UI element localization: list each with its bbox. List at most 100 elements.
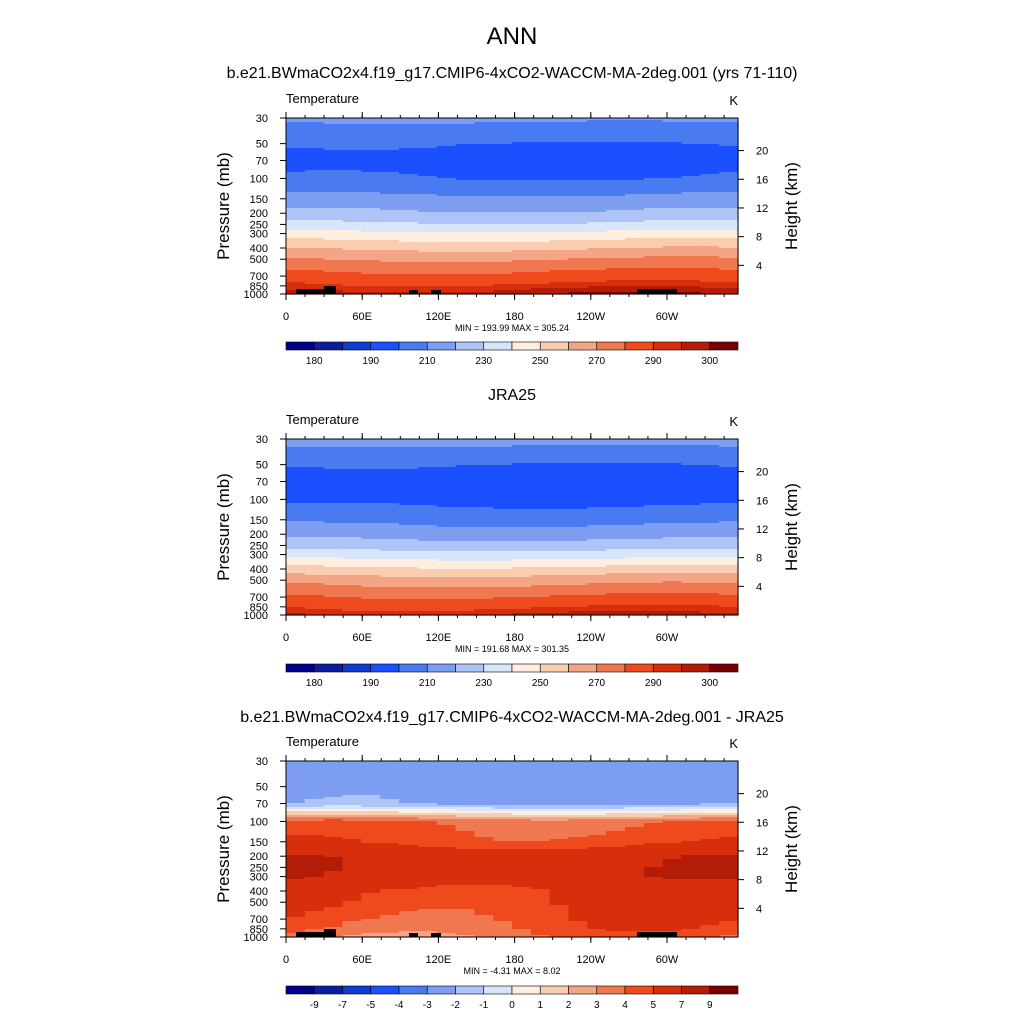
field-cell — [606, 152, 626, 155]
field-cell — [643, 216, 664, 219]
field-cell — [700, 286, 720, 289]
field-cell — [436, 769, 457, 772]
field-cell — [493, 132, 513, 135]
min-max-label: MIN = 193.99 MAX = 305.24 — [455, 323, 569, 333]
field-cell — [474, 453, 494, 456]
y-right-axis-title: Height (km) — [782, 162, 801, 250]
field-cell — [304, 276, 325, 279]
field-cell — [361, 583, 381, 586]
field-cell — [380, 204, 400, 207]
field-cell — [304, 158, 325, 161]
x-tick-label: 60E — [352, 632, 372, 644]
field-cell — [455, 549, 475, 552]
field-cell — [361, 140, 381, 143]
field-cell — [286, 288, 306, 291]
field-cell — [719, 537, 739, 540]
field-cell — [568, 128, 588, 131]
variable-label: Temperature — [286, 412, 359, 427]
field-cell — [643, 551, 664, 554]
field-cell — [417, 124, 438, 127]
field-cell — [493, 286, 513, 289]
field-cell — [568, 248, 588, 251]
field-cell — [417, 280, 438, 283]
field-cell — [625, 206, 645, 209]
field-cell — [361, 250, 381, 253]
field-cell — [681, 180, 701, 183]
field-cell — [474, 525, 494, 528]
field-cell — [662, 531, 683, 534]
field-cell — [304, 527, 325, 530]
field-cell — [342, 445, 362, 448]
field-cell — [549, 517, 570, 520]
field-cell — [361, 509, 381, 512]
field-cell — [417, 445, 438, 448]
field-cell — [417, 533, 438, 536]
field-cell — [380, 773, 400, 776]
field-cell — [625, 607, 645, 610]
field-cell — [436, 254, 457, 257]
field-cell — [512, 264, 532, 267]
field-cell — [380, 529, 400, 532]
field-cell — [417, 503, 438, 506]
field-cell — [474, 208, 494, 211]
field-cell — [380, 577, 400, 580]
field-cell — [512, 773, 532, 776]
field-cell — [417, 527, 438, 530]
field-cell — [643, 120, 664, 123]
field-cell — [455, 196, 475, 199]
field-cell — [493, 521, 513, 524]
field-cell — [342, 457, 362, 460]
field-cell — [625, 266, 645, 269]
field-cell — [436, 262, 457, 265]
field-cell — [286, 152, 306, 155]
field-cell — [417, 789, 438, 792]
field-cell — [474, 775, 494, 778]
field-cell — [455, 545, 475, 548]
field-cell — [417, 248, 438, 251]
field-cell — [493, 535, 513, 538]
field-cell — [342, 266, 362, 269]
field-cell — [700, 613, 720, 616]
field-cell — [361, 567, 381, 570]
field-cell — [662, 783, 683, 786]
field-cell — [549, 457, 570, 460]
field-cell — [474, 226, 494, 229]
field-cell — [361, 507, 381, 510]
field-cell — [681, 529, 701, 532]
field-cell — [493, 178, 513, 181]
field-cell — [399, 168, 419, 171]
field-cell — [323, 210, 344, 213]
colorbar-swatch — [596, 341, 626, 351]
field-cell — [304, 533, 325, 536]
field-cell — [681, 232, 701, 235]
field-cell — [719, 789, 739, 792]
field-cell — [399, 453, 419, 456]
field-cell — [342, 210, 362, 213]
field-cell — [549, 238, 570, 241]
field-cell — [380, 575, 400, 578]
field-cell — [304, 797, 325, 800]
field-cell — [662, 797, 683, 800]
field-cell — [380, 188, 400, 191]
field-cell — [719, 286, 739, 289]
field-cell — [643, 202, 664, 205]
field-cell — [643, 575, 664, 578]
field-cell — [643, 457, 664, 460]
field-cell — [361, 543, 381, 546]
field-cell — [361, 525, 381, 528]
field-cell — [681, 605, 701, 608]
field-cell — [662, 589, 683, 592]
field-cell — [493, 591, 513, 594]
field-cell — [681, 162, 701, 165]
field-cell — [662, 777, 683, 780]
field-cell — [568, 599, 588, 602]
panel-title: b.e21.BWmaCO2x4.f19_g17.CMIP6-4xCO2-WACC… — [240, 709, 784, 726]
field-cell — [606, 469, 626, 472]
field-cell — [530, 234, 551, 237]
field-cell — [493, 168, 513, 171]
field-cell — [493, 156, 513, 159]
field-cell — [681, 577, 701, 580]
field-cell — [342, 539, 362, 542]
field-cell — [625, 288, 645, 291]
field-cell — [606, 196, 626, 199]
